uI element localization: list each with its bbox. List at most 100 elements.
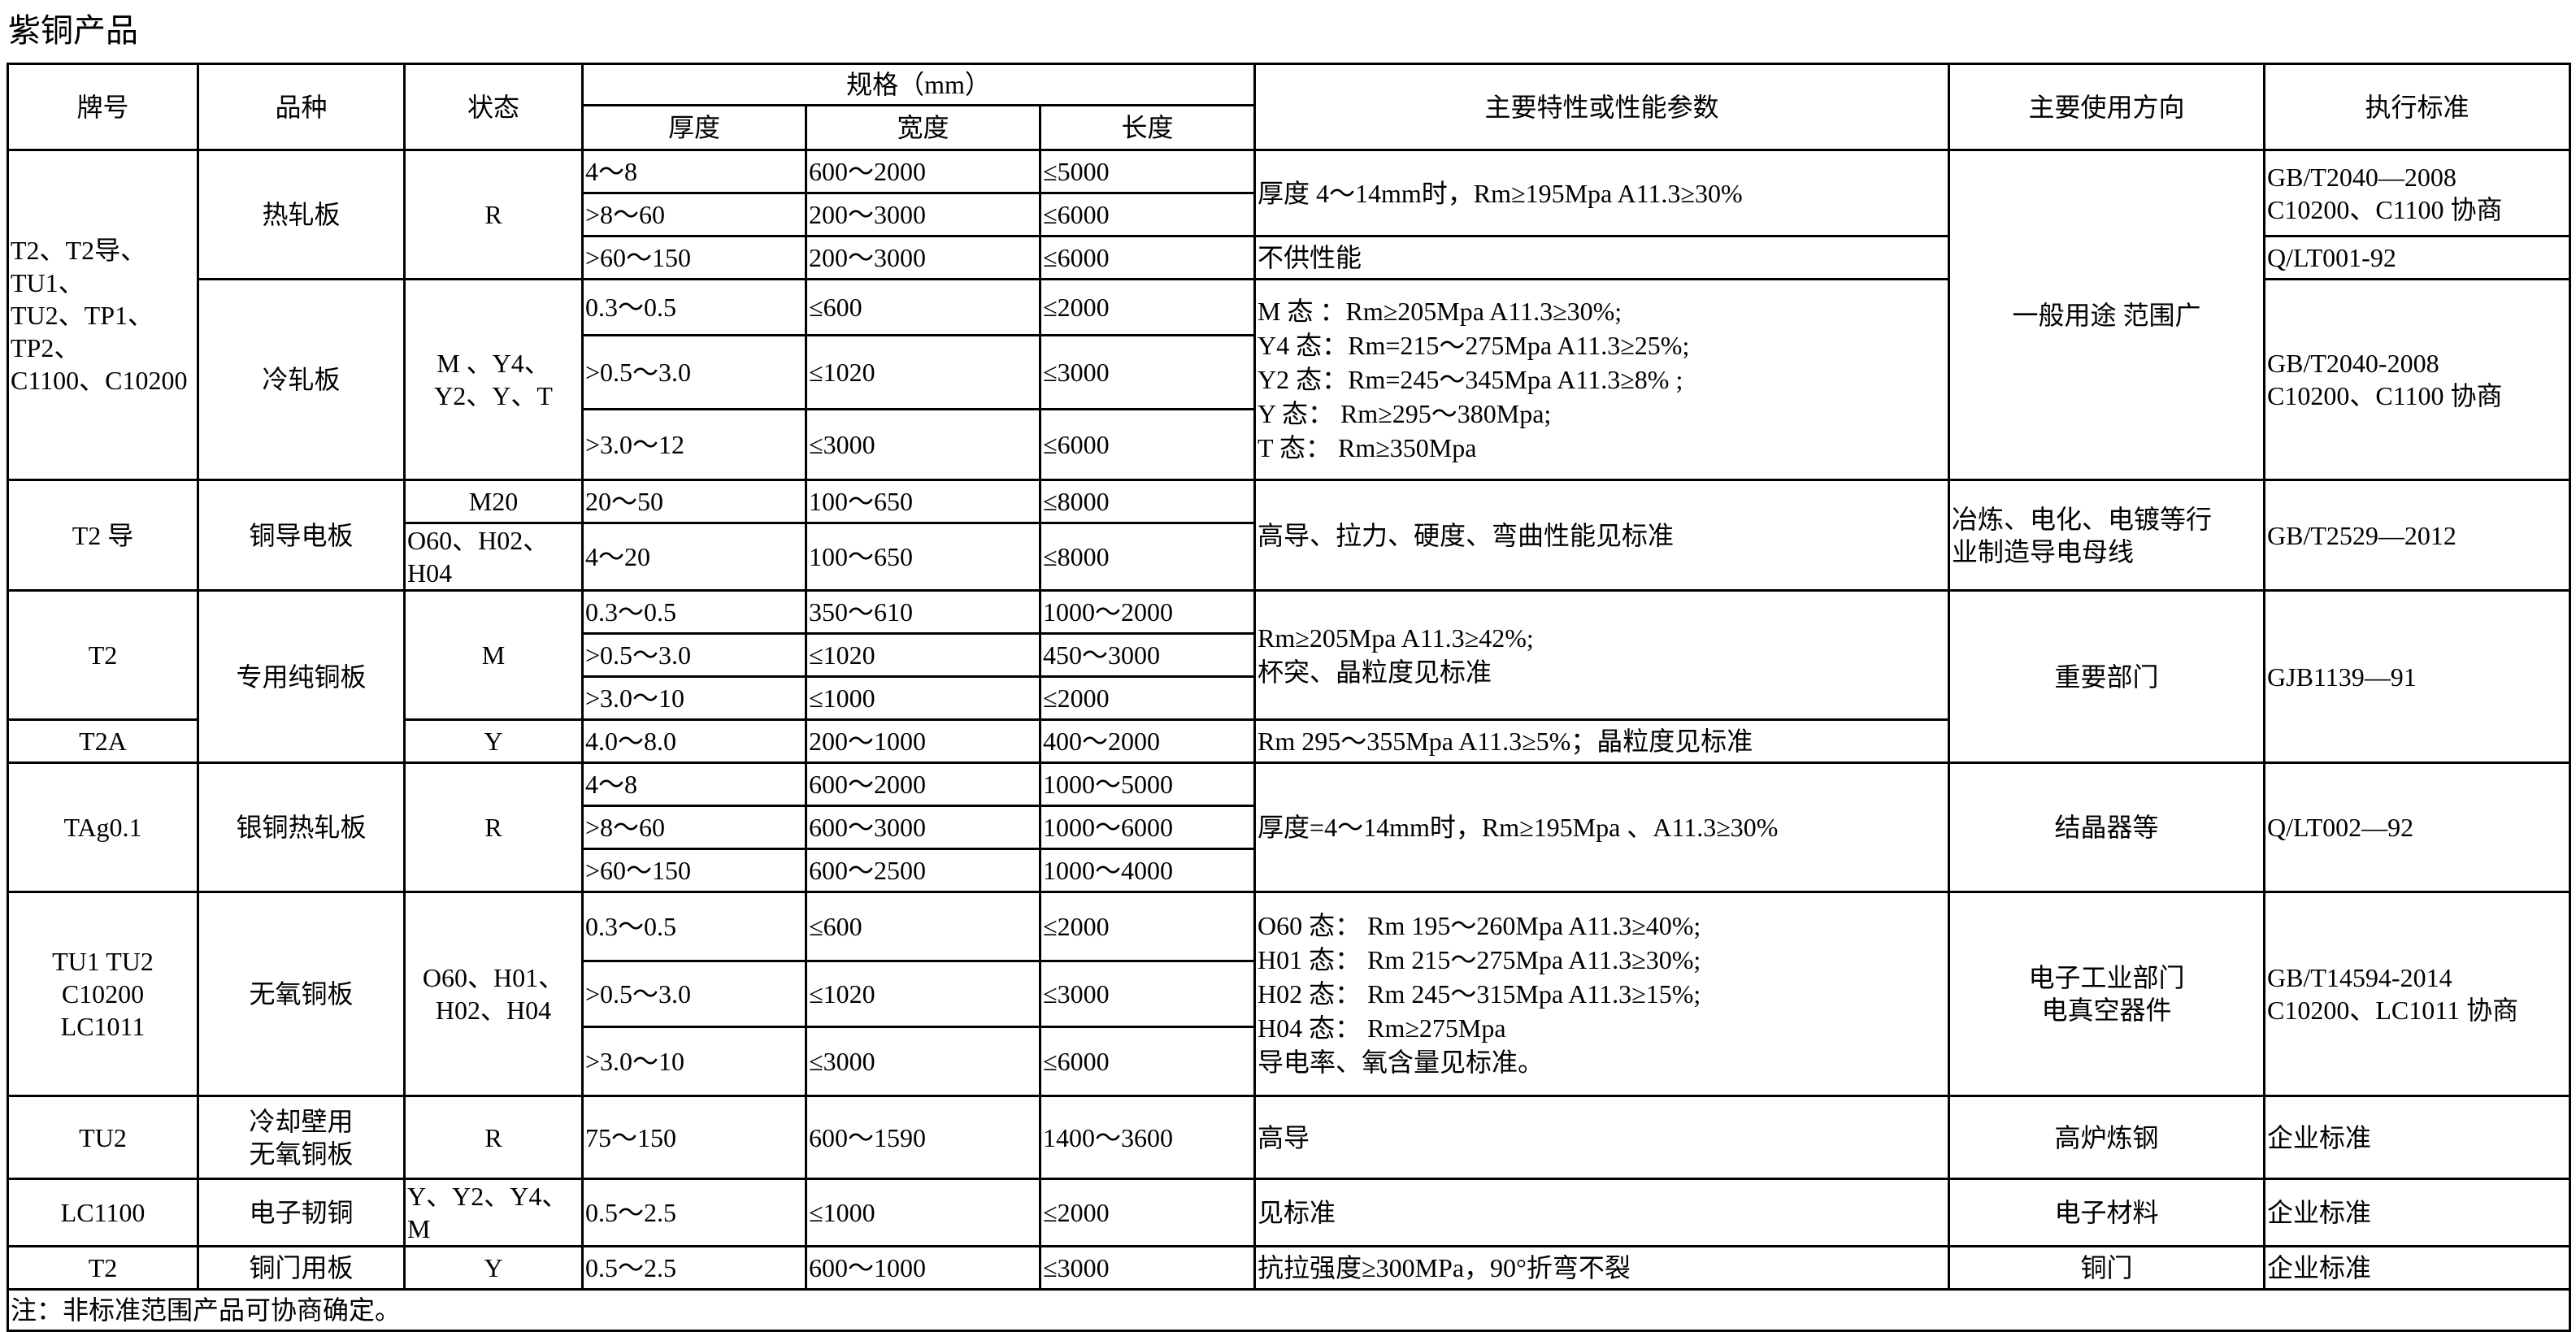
cell-usage: 电子工业部门 电真空器件 (1948, 891, 2266, 1097)
cell-standard: GB/T2040-2008 C10200、C1100 协商 (2263, 278, 2572, 481)
cell-length: ≤6000 (1038, 192, 1257, 237)
table-row: >3.0～12 ≤3000 ≤6000 (8, 408, 2570, 481)
cell-properties: 抗拉强度≥300MPa，90°折弯不裂 (1253, 1245, 1951, 1291)
cell-properties: 高导、拉力、硬度、弯曲性能见标准 (1253, 479, 1951, 592)
table-row: T2 导铜导电板 M20 20～50 100～650 ≤8000 高导、拉力、硬度、弯曲性… (7, 479, 2572, 592)
cell-thickness: 0.5～2.5 (581, 1178, 807, 1247)
cell-properties: 高导 (1253, 1095, 1951, 1180)
cell-width: 200～3000 (805, 235, 1041, 280)
cell-variety: 无氧铜板 (197, 891, 406, 1097)
header-usage: 主要使用方向 (1948, 63, 2266, 151)
cell-thickness: >0.5～3.0 (581, 632, 807, 678)
cell-temper: Y (403, 718, 584, 764)
cell-properties: M 态 ：Rm≥205Mpa A11.3≥30%; Y4 态：Rm=215～27… (1253, 278, 1951, 481)
cell-length: 450～3000 (1038, 632, 1257, 678)
cell-length: ≤8000 (1038, 479, 1257, 524)
cell-usage: 一般用途 范围广 (1948, 149, 2266, 481)
table-row: >8～60 600～3000 1000～6000 (8, 805, 2570, 850)
cell-length: ≤6000 (1038, 235, 1257, 280)
table-row: >3.0～10 ≤3000 ≤6000 (8, 1026, 2570, 1097)
cell-variety: 铜导电板 (197, 479, 406, 592)
cell-thickness: 0.5～2.5 (581, 1245, 807, 1291)
cell-grade: LC1100 (7, 1178, 199, 1247)
table-row: TU2 冷却壁用 无氧铜板 R 75～150 600～1590 1400～3600 高导 高炉… (7, 1095, 2572, 1180)
cell-width: 200～1000 (805, 718, 1041, 764)
cell-properties: Rm 295～355Mpa A11.3≥5%；晶粒度见标准 (1253, 718, 1951, 764)
cell-thickness: 0.3～0.5 (581, 891, 807, 962)
table-row: >60～150 600～2500 1000～4000 (8, 848, 2570, 893)
cell-temper: O60、H01、 H02、H04 (403, 891, 584, 1097)
cell-usage: 铜门 (1948, 1245, 2266, 1291)
cell-variety: 电子韧铜 (197, 1178, 406, 1247)
cell-width: ≤1020 (805, 334, 1041, 410)
table-note: 注：非标准范围产品可协商确定。 (6, 1288, 2572, 1332)
cell-thickness: >3.0～10 (581, 1026, 807, 1097)
cell-grade: TU2 (7, 1095, 199, 1180)
cell-temper: Y、Y2、Y4、M (403, 1178, 584, 1247)
cell-standard: 企业标准 (2263, 1095, 2572, 1180)
cell-variety: 专用纯铜板 (197, 589, 406, 764)
cell-width: 600～2000 (805, 761, 1041, 807)
cell-properties: 见标准 (1253, 1178, 1951, 1247)
cell-temper: R (403, 1095, 584, 1180)
cell-variety: 冷轧板 (197, 278, 406, 481)
cell-standard: GJB1139—91 (2263, 589, 2572, 764)
cell-length: ≤2000 (1038, 891, 1257, 962)
header-properties: 主要特性或性能参数 (1253, 63, 1951, 151)
cell-grade: TU1 TU2 C10200 LC1011 (7, 891, 199, 1097)
table-row: TAg0.1 银铜热轧板 R 4～8 600～2000 1000～5000 厚度=4～14m… (7, 761, 2572, 893)
table-row: T2 铜门用板 Y 0.5～2.5 600～1000 ≤3000 抗拉强度≥300MPa，9… (7, 1245, 2572, 1291)
header-variety: 品种 (197, 63, 406, 151)
cell-grade: T2 导 (7, 479, 199, 592)
table-row: 冷轧板 M 、Y4、 Y2、Y、T 0.3～0.5 ≤600 ≤2000 M 态 ：Rm≥… (8, 278, 2572, 481)
cell-properties: 厚度 4～14mm时，Rm≥195Mpa A11.3≥30% (1253, 149, 1951, 237)
cell-width: ≤1000 (805, 675, 1041, 721)
cell-temper: R (403, 761, 584, 893)
cell-width: 200～3000 (805, 192, 1041, 237)
cell-usage: 重要部门 (1948, 589, 2266, 764)
cell-length: 1000～2000 (1038, 589, 1257, 635)
cell-thickness: 4.0～8.0 (581, 718, 807, 764)
cell-variety: 冷却壁用 无氧铜板 (197, 1095, 406, 1180)
cell-temper: M (403, 589, 584, 721)
cell-thickness: >8～60 (581, 805, 807, 850)
cell-properties: 厚度=4～14mm时，Rm≥195Mpa 、A11.3≥30% (1253, 761, 1951, 893)
table-row: O60、H02、H04 4～20 100～650 ≤8000 (8, 522, 2570, 592)
cell-length: ≤2000 (1038, 278, 1257, 336)
cell-thickness: 75～150 (581, 1095, 807, 1180)
cell-thickness: 4～8 (581, 761, 807, 807)
header-temper: 状态 (403, 63, 584, 151)
cell-length: ≤3000 (1038, 960, 1257, 1028)
cell-width: 100～650 (805, 522, 1041, 592)
cell-width: ≤1000 (805, 1178, 1041, 1247)
cell-width: ≤3000 (805, 408, 1041, 481)
cell-width: 350～610 (805, 589, 1041, 635)
cell-width: 600～1590 (805, 1095, 1041, 1180)
cell-thickness: >3.0～10 (581, 675, 807, 721)
cell-usage: 冶炼、电化、电镀等行 业制造导电母线 (1948, 479, 2266, 592)
cell-width: ≤3000 (805, 1026, 1041, 1097)
cell-width: 100～650 (805, 479, 1041, 524)
cell-thickness: >8～60 (581, 192, 807, 237)
cell-properties: O60 态： Rm 195～260Mpa A11.3≥40%; H01 态： R… (1253, 891, 1951, 1097)
cell-length: 1400～3600 (1038, 1095, 1257, 1180)
cell-length: ≤3000 (1038, 334, 1257, 410)
cell-standard: GB/T14594-2014 C10200、LC1011 协商 (2263, 891, 2572, 1097)
header-length: 长度 (1038, 104, 1257, 151)
cell-thickness: >60～150 (581, 235, 807, 280)
cell-thickness: >0.5～3.0 (581, 334, 807, 410)
cell-usage: 电子材料 (1948, 1178, 2266, 1247)
cell-length: ≤6000 (1038, 408, 1257, 481)
cell-usage: 高炉炼钢 (1948, 1095, 2266, 1180)
cell-thickness: >60～150 (581, 848, 807, 893)
table-row: >0.5～3.0 ≤1020 ≤3000 (8, 960, 2570, 1028)
cell-width: ≤600 (805, 891, 1041, 962)
cell-standard: Q/LT002—92 (2263, 761, 2572, 893)
cell-variety: 热轧板 (197, 149, 406, 280)
cell-temper: R (403, 149, 584, 280)
table-row: TU1 TU2 C10200 LC1011 无氧铜板 O60、H01、 H02、H0… (7, 891, 2572, 1097)
cell-variety: 铜门用板 (197, 1245, 406, 1291)
cell-thickness: >0.5～3.0 (581, 960, 807, 1028)
header-grade: 牌号 (7, 63, 199, 151)
cell-width: 600～2500 (805, 848, 1041, 893)
